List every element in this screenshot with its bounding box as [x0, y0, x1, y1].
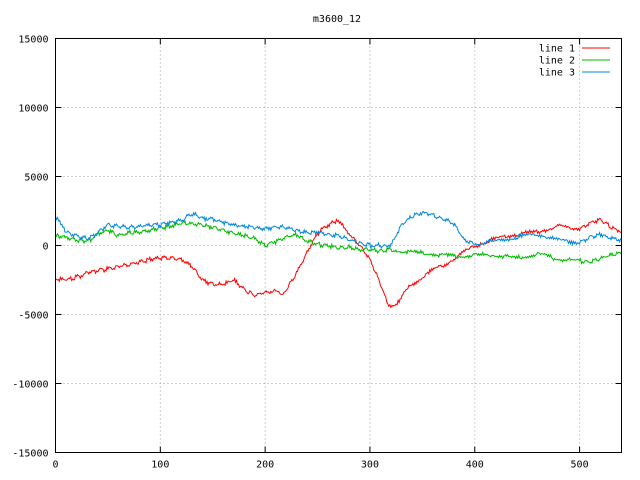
series-group: [55, 210, 622, 309]
y-tick-label: 10000: [18, 104, 48, 115]
y-tick-label: -15000: [12, 449, 48, 460]
y-tick-label: 0: [42, 242, 48, 253]
series-line-2: [55, 219, 622, 265]
y-tick-label: 15000: [18, 35, 48, 46]
legend-label-2: line 2: [539, 56, 575, 67]
x-tick-label: 300: [361, 460, 379, 471]
x-axis-tick-labels: 0 100 200 300 400 500: [52, 460, 588, 471]
x-tick-label: 200: [256, 460, 274, 471]
x-tick-label: 0: [52, 460, 58, 471]
chart-title: m3600_12: [313, 14, 361, 25]
axis-ticks: [55, 38, 622, 453]
y-tick-label: 5000: [24, 173, 48, 184]
grid: [55, 38, 622, 453]
y-tick-label: -5000: [18, 311, 48, 322]
series-line-3: [55, 210, 622, 250]
legend-label-3: line 3: [539, 68, 575, 79]
x-tick-label: 500: [571, 460, 589, 471]
y-axis-tick-labels: -15000 -10000 -5000 0 5000 10000 15000: [12, 35, 48, 460]
legend-label-1: line 1: [539, 44, 575, 55]
y-tick-label: -10000: [12, 380, 48, 391]
x-tick-label: 100: [151, 460, 169, 471]
x-tick-label: 400: [466, 460, 484, 471]
